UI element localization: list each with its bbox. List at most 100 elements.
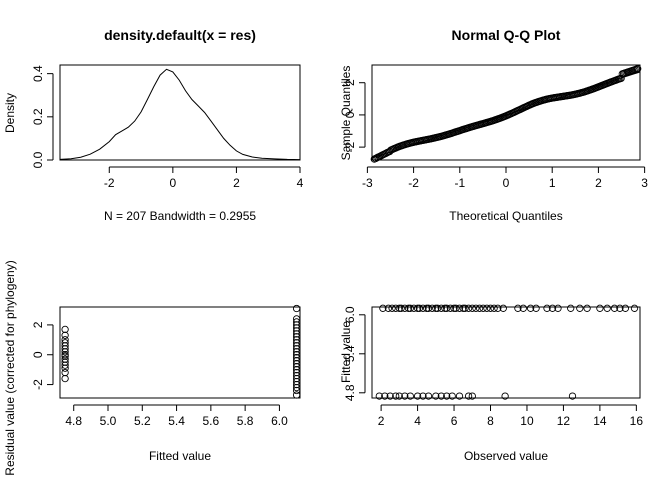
residual-point bbox=[292, 351, 301, 359]
residual-point bbox=[292, 386, 301, 395]
fitted-point bbox=[443, 392, 451, 400]
x-tick-label: 5.2 bbox=[134, 414, 151, 428]
fitted-point bbox=[464, 392, 473, 400]
fitted-point bbox=[392, 392, 400, 400]
residual-point bbox=[292, 391, 301, 399]
y-tick-label: 0.2 bbox=[31, 108, 45, 125]
chart-title: Normal Q-Q Plot bbox=[452, 27, 561, 43]
fitted-point bbox=[583, 304, 591, 312]
residual-point bbox=[292, 336, 301, 344]
y-tick-label: 2 bbox=[343, 79, 357, 86]
fitted-point bbox=[472, 304, 480, 312]
residual-point bbox=[292, 315, 301, 323]
x-axis-label: Theoretical Quantiles bbox=[449, 209, 562, 223]
fitted-point bbox=[384, 304, 393, 312]
fitted-point bbox=[401, 392, 409, 400]
x-tick-label: -3 bbox=[362, 176, 373, 190]
fitted-point bbox=[410, 304, 418, 312]
fitted-point bbox=[501, 392, 509, 400]
y-tick-label: -2 bbox=[343, 141, 357, 152]
fitted-point bbox=[413, 304, 422, 312]
fitted-point bbox=[433, 304, 442, 312]
fitted-point bbox=[419, 304, 427, 312]
fitted-point bbox=[432, 392, 440, 400]
x-tick-label: -2 bbox=[408, 176, 419, 190]
fitted-point bbox=[490, 304, 498, 312]
x-tick-label: 1 bbox=[549, 176, 556, 190]
fitted-point bbox=[423, 304, 431, 312]
density-curve bbox=[59, 68, 301, 161]
fitted-point bbox=[548, 304, 557, 312]
fitted-point bbox=[413, 392, 422, 400]
fitted-point bbox=[419, 392, 427, 400]
chart-title: density.default(x = res) bbox=[104, 27, 256, 43]
x-tick-label: 2 bbox=[233, 176, 240, 190]
fitted-point bbox=[514, 304, 522, 312]
fitted-point bbox=[610, 304, 619, 312]
fitted-point bbox=[486, 304, 495, 312]
residual-point bbox=[61, 374, 69, 383]
fitted-point bbox=[567, 304, 575, 312]
fitted-point bbox=[401, 304, 409, 312]
fitted-point bbox=[468, 392, 476, 400]
y-axis-label: Residual value (corrected for phylogeny) bbox=[3, 260, 17, 475]
fitted-point bbox=[386, 392, 394, 400]
residual-point bbox=[61, 336, 69, 344]
fitted-point bbox=[554, 304, 562, 312]
fitted-point bbox=[543, 304, 551, 312]
x-tick-label: 6.0 bbox=[271, 414, 288, 428]
fitted-point bbox=[424, 304, 433, 312]
x-tick-label: -1 bbox=[454, 176, 465, 190]
plot-frame bbox=[371, 64, 641, 161]
fitted-point bbox=[448, 392, 456, 400]
fitted-point bbox=[621, 304, 630, 312]
plot-frame bbox=[371, 306, 641, 399]
x-tick-label: 3 bbox=[641, 176, 648, 190]
fitted-point bbox=[437, 392, 445, 400]
fitted-point bbox=[446, 304, 455, 312]
fitted-point bbox=[428, 304, 436, 312]
fitted-point bbox=[406, 392, 414, 400]
residual-point bbox=[61, 325, 69, 334]
x-tick-label: 2 bbox=[378, 414, 385, 428]
fitted-point bbox=[568, 392, 577, 400]
fitted-point bbox=[479, 304, 487, 312]
y-tick-label: 5.4 bbox=[343, 345, 357, 362]
y-tick-label: 0 bbox=[343, 111, 357, 118]
plot-frame bbox=[59, 306, 301, 399]
x-tick-label: 4.8 bbox=[65, 414, 82, 428]
qq-plot-panel: -3 -2 -1 0 1 2 3 -2 0 2 Normal Q-Q Plot Theoretical… bbox=[339, 27, 648, 223]
fitted-point bbox=[526, 304, 535, 312]
fitted-point bbox=[459, 304, 467, 312]
x-tick-label: 5.4 bbox=[168, 414, 185, 428]
fitted-point bbox=[432, 304, 440, 312]
fitted-point bbox=[443, 304, 451, 312]
residual-point bbox=[292, 333, 301, 341]
fitted-point bbox=[468, 304, 476, 312]
fitted-point bbox=[381, 392, 389, 400]
fitted-point bbox=[388, 304, 396, 312]
fitted-point bbox=[519, 304, 527, 312]
y-tick-label: 0.4 bbox=[31, 65, 45, 82]
x-tick-label: 6 bbox=[451, 414, 458, 428]
residual-point bbox=[61, 339, 69, 347]
fitted-point bbox=[455, 304, 464, 312]
fitted-point bbox=[450, 304, 458, 312]
residual-point bbox=[61, 368, 69, 377]
y-tick-label: 0 bbox=[31, 351, 45, 358]
residual-point bbox=[292, 368, 301, 377]
x-tick-label: 16 bbox=[630, 414, 644, 428]
x-axis-label: Fitted value bbox=[149, 449, 211, 463]
fitted-point bbox=[379, 304, 387, 312]
fitted-point bbox=[406, 304, 414, 312]
fitted-point bbox=[415, 304, 424, 312]
x-tick-label: 4 bbox=[414, 414, 421, 428]
x-tick-label: 0 bbox=[503, 176, 510, 190]
x-tick-label: 5.6 bbox=[203, 414, 220, 428]
fitted-point bbox=[616, 304, 624, 312]
x-tick-label: 5.8 bbox=[237, 414, 254, 428]
fitted-point bbox=[461, 304, 469, 312]
fitted-point bbox=[576, 304, 584, 312]
fitted-point bbox=[397, 304, 405, 312]
